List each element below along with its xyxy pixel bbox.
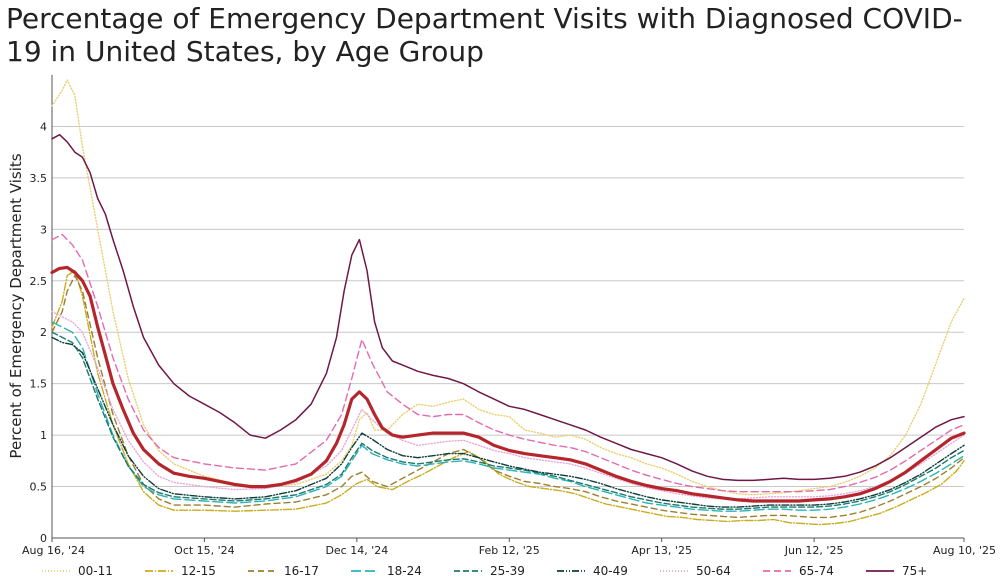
legend-label: 65-74 (799, 564, 834, 578)
y-tick-label: 4 (40, 120, 47, 133)
x-tick-label: Dec 14, '24 (325, 544, 388, 557)
legend: 00-11 12-15 16-17 18-24 25-39 40-49 50-64 65-74… (42, 564, 927, 578)
x-tick-labels: Aug 16, '24 Oct 15, '24 Dec 14, '24 Feb 12,… (22, 544, 996, 557)
y-tick-label: 3 (40, 223, 47, 236)
x-tick-label: Feb 12, '25 (479, 544, 540, 557)
series-line-65-74 (51, 233, 965, 493)
series-line-00-11 (51, 79, 965, 496)
series-line-16-17 (51, 274, 965, 519)
x-tick-label: Aug 10, '25 (933, 544, 996, 557)
chart-title: Percentage of Emergency Department Visit… (6, 2, 963, 68)
legend-label: 25-39 (490, 564, 525, 578)
series-line-18-24 (51, 321, 965, 512)
y-tick-label: 2 (40, 326, 47, 339)
series-line-overall (50, 265, 966, 503)
x-tick-label: Apr 13, '25 (631, 544, 692, 557)
y-tick-label: 1 (40, 429, 47, 442)
legend-label: 40-49 (593, 564, 628, 578)
y-tick-label: 2.5 (30, 275, 48, 288)
series-line-12-15 (51, 269, 965, 526)
legend-label: 00-11 (78, 564, 113, 578)
series-line-75- (51, 133, 965, 482)
axes (51, 75, 965, 542)
legend-label: 12-15 (181, 564, 216, 578)
x-tick-label: Aug 16, '24 (22, 544, 85, 557)
series-line-40-49 (51, 336, 965, 508)
x-tick-label: Jun 12, '25 (784, 544, 844, 557)
legend-label: 50-64 (696, 564, 731, 578)
legend-label: 75+ (902, 564, 927, 578)
series-line-50-64 (51, 310, 965, 500)
y-tick-labels: 0 0.5 1 1.5 2 2.5 3 3.5 4 (30, 120, 48, 545)
y-tick-label: 0.5 (30, 481, 48, 494)
gridlines (52, 125, 964, 488)
y-tick-label: 0 (40, 532, 47, 545)
series-lines (50, 79, 966, 526)
y-tick-label: 1.5 (30, 378, 48, 391)
series-line-25-39 (51, 331, 965, 510)
y-tick-label: 3.5 (30, 172, 48, 185)
legend-label: 16-17 (284, 564, 319, 578)
x-tick-label: Oct 15, '24 (174, 544, 235, 557)
legend-label: 18-24 (387, 564, 422, 578)
y-axis-label: Percent of Emergency Department Visits (7, 153, 25, 458)
